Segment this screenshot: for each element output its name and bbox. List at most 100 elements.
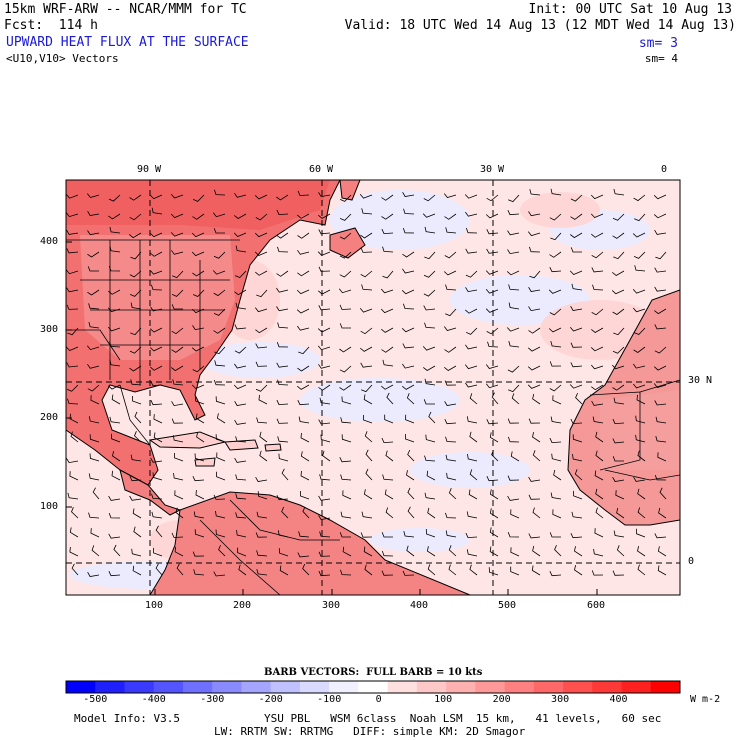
- wind-barb: [153, 547, 163, 557]
- wind-barb: [424, 322, 436, 329]
- wind-barb: [297, 232, 310, 239]
- wind-barb: [612, 232, 625, 239]
- wind-barb: [363, 489, 373, 500]
- wind-barb: [296, 289, 310, 295]
- wind-barb: [360, 362, 373, 368]
- wind-barb: [195, 413, 205, 424]
- wind-barb: [552, 509, 562, 519]
- color-bar-tick-label: -300: [200, 694, 225, 705]
- color-bar-frame: [65, 680, 681, 694]
- wind-barb: [401, 289, 415, 295]
- wind-barb: [318, 515, 331, 520]
- wind-barb: [150, 381, 163, 387]
- wind-barb: [234, 192, 247, 198]
- wind-barb: [67, 398, 79, 405]
- color-bar-tick-label: 0: [375, 694, 382, 705]
- wind-barb: [66, 287, 79, 293]
- wind-barb: [445, 530, 457, 538]
- wind-barb: [108, 213, 121, 220]
- wind-barb: [69, 546, 79, 557]
- lat-label-0: 0: [688, 556, 695, 567]
- wind-barb: [340, 417, 352, 424]
- wind-barb: [591, 251, 604, 259]
- wind-barb: [485, 289, 499, 294]
- wind-barb: [255, 532, 268, 538]
- vector-smoothing: sm= 4: [644, 52, 678, 65]
- wind-barb: [465, 248, 478, 254]
- wind-barb: [151, 493, 163, 500]
- wind-barb: [654, 286, 667, 292]
- wind-barb: [616, 507, 625, 519]
- wind-barb: [469, 564, 478, 576]
- wind-barb: [569, 270, 583, 275]
- wind-barb: [171, 532, 184, 538]
- wind-barb: [612, 384, 625, 391]
- wind-barb: [445, 308, 457, 317]
- wind-barb: [276, 341, 289, 348]
- color-bar-cell: [182, 681, 213, 693]
- wind-barb: [360, 270, 373, 278]
- color-bar-cell: [416, 681, 447, 693]
- wind-barb: [212, 270, 226, 275]
- wind-barb: [528, 306, 541, 312]
- wind-barb: [485, 364, 499, 369]
- field-smoothing: sm= 3: [638, 36, 678, 51]
- wind-barb: [487, 341, 499, 348]
- wind-barb: [255, 343, 268, 349]
- wind-barb: [108, 384, 121, 390]
- wind-barb: [256, 289, 268, 298]
- wind-barb: [469, 393, 478, 405]
- wind-barb: [574, 546, 583, 557]
- wind-barb: [297, 270, 310, 277]
- wind-barb: [365, 468, 373, 481]
- wind-barb: [149, 270, 163, 275]
- color-bar-cell: [95, 681, 125, 693]
- wind-barb: [255, 327, 268, 334]
- wind-barb: [195, 489, 205, 500]
- wind-barb: [489, 432, 499, 443]
- wind-barb: [130, 454, 142, 462]
- grid-tick-x200: 200: [233, 600, 252, 611]
- wind-barb: [70, 431, 79, 443]
- wind-barb: [174, 490, 184, 500]
- wind-barb: [130, 379, 142, 386]
- wind-barb: [342, 490, 352, 500]
- wind-barb: [91, 545, 100, 557]
- lon-label-30w: 30 W: [480, 164, 505, 175]
- wind-barb: [69, 527, 79, 538]
- wind-barb: [276, 418, 289, 424]
- wind-barb: [192, 270, 205, 277]
- wind-barb: [486, 419, 499, 425]
- wind-barb: [108, 533, 121, 539]
- grid-tick-x300: 300: [322, 600, 341, 611]
- wind-barb: [297, 325, 310, 331]
- wind-barb: [71, 563, 79, 576]
- wind-barb: [633, 476, 646, 482]
- wind-barb: [428, 411, 436, 424]
- wind-barb: [87, 251, 100, 258]
- wind-barb: [423, 399, 435, 405]
- color-bar-cell: [329, 681, 359, 693]
- wind-barb: [318, 570, 331, 577]
- wind-barb: [445, 284, 457, 291]
- wind-barb: [131, 548, 142, 557]
- wind-barb: [191, 251, 205, 257]
- wind-barb: [339, 213, 352, 221]
- wind-barb: [66, 212, 79, 218]
- political-borders: [66, 239, 680, 595]
- wind-barb: [215, 529, 226, 538]
- wind-barb: [653, 213, 667, 219]
- wind-barb: [612, 456, 624, 462]
- wind-barb: [506, 327, 520, 332]
- wind-barb: [468, 489, 478, 500]
- wind-barb: [593, 548, 604, 557]
- grid-tick-100: 100: [40, 501, 59, 512]
- wind-barb: [339, 346, 352, 353]
- wind-barb: [276, 287, 289, 293]
- wind-barb: [527, 365, 541, 371]
- wind-barb: [298, 416, 310, 424]
- wind-barb: [548, 327, 562, 333]
- wind-barb: [192, 194, 205, 202]
- axis-ticks: [66, 241, 598, 595]
- wind-barb: [634, 213, 646, 222]
